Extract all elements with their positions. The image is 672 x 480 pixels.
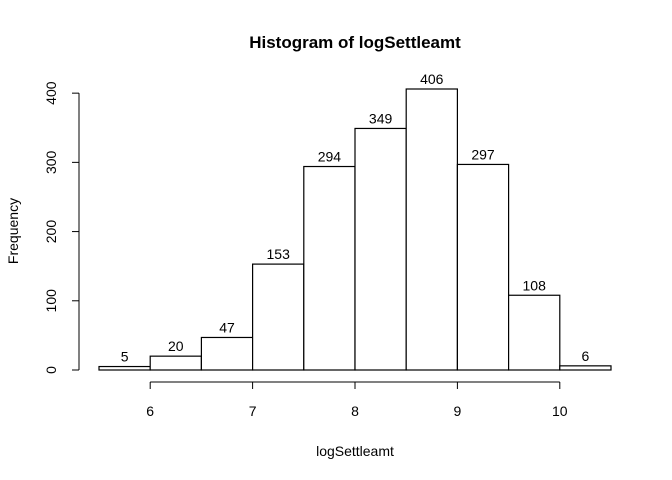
y-tick-label: 100 <box>43 289 59 313</box>
y-tick-label: 200 <box>43 220 59 244</box>
histogram-bar <box>200 336 254 371</box>
y-tick-label: 400 <box>43 81 59 105</box>
y-tick-label: 0 <box>43 366 59 374</box>
bar-count-label: 6 <box>582 348 590 364</box>
data-labels-group: 5 20 47 153 294 349 406 297 108 6 <box>121 71 590 365</box>
bar-count-label: 349 <box>369 110 393 126</box>
y-tick-label: 300 <box>43 150 59 174</box>
x-axis-label: logSettleamt <box>316 443 394 459</box>
x-tick-label: 10 <box>552 403 568 419</box>
x-axis: 6 7 8 9 10 <box>146 381 568 419</box>
histogram-bar <box>252 263 305 371</box>
bar-count-label: 294 <box>318 149 342 165</box>
bar-count-label: 5 <box>121 349 129 365</box>
x-tick-label: 7 <box>249 403 257 419</box>
x-tick-label: 8 <box>351 403 359 419</box>
histogram-bar <box>456 163 510 371</box>
bars-group <box>98 88 612 371</box>
histogram-bar <box>405 88 459 371</box>
x-tick-label: 9 <box>454 403 462 419</box>
histogram-bar <box>303 165 356 371</box>
y-axis-label: Frequency <box>5 198 21 264</box>
bar-count-label: 108 <box>523 277 547 293</box>
bar-count-label: 297 <box>471 146 495 162</box>
histogram-bar <box>354 127 407 371</box>
bar-count-label: 153 <box>267 246 291 262</box>
histogram-bar <box>508 294 561 371</box>
bar-count-label: 20 <box>168 338 184 354</box>
bar-count-label: 406 <box>420 71 444 87</box>
x-tick-label: 6 <box>146 403 154 419</box>
y-axis: 0 100 200 300 400 <box>43 81 80 374</box>
histogram-bar <box>98 365 151 371</box>
bar-count-label: 47 <box>219 319 235 335</box>
histogram-bar <box>559 365 612 371</box>
chart-title: Histogram of logSettleamt <box>249 33 461 52</box>
histogram-bar <box>149 355 202 371</box>
